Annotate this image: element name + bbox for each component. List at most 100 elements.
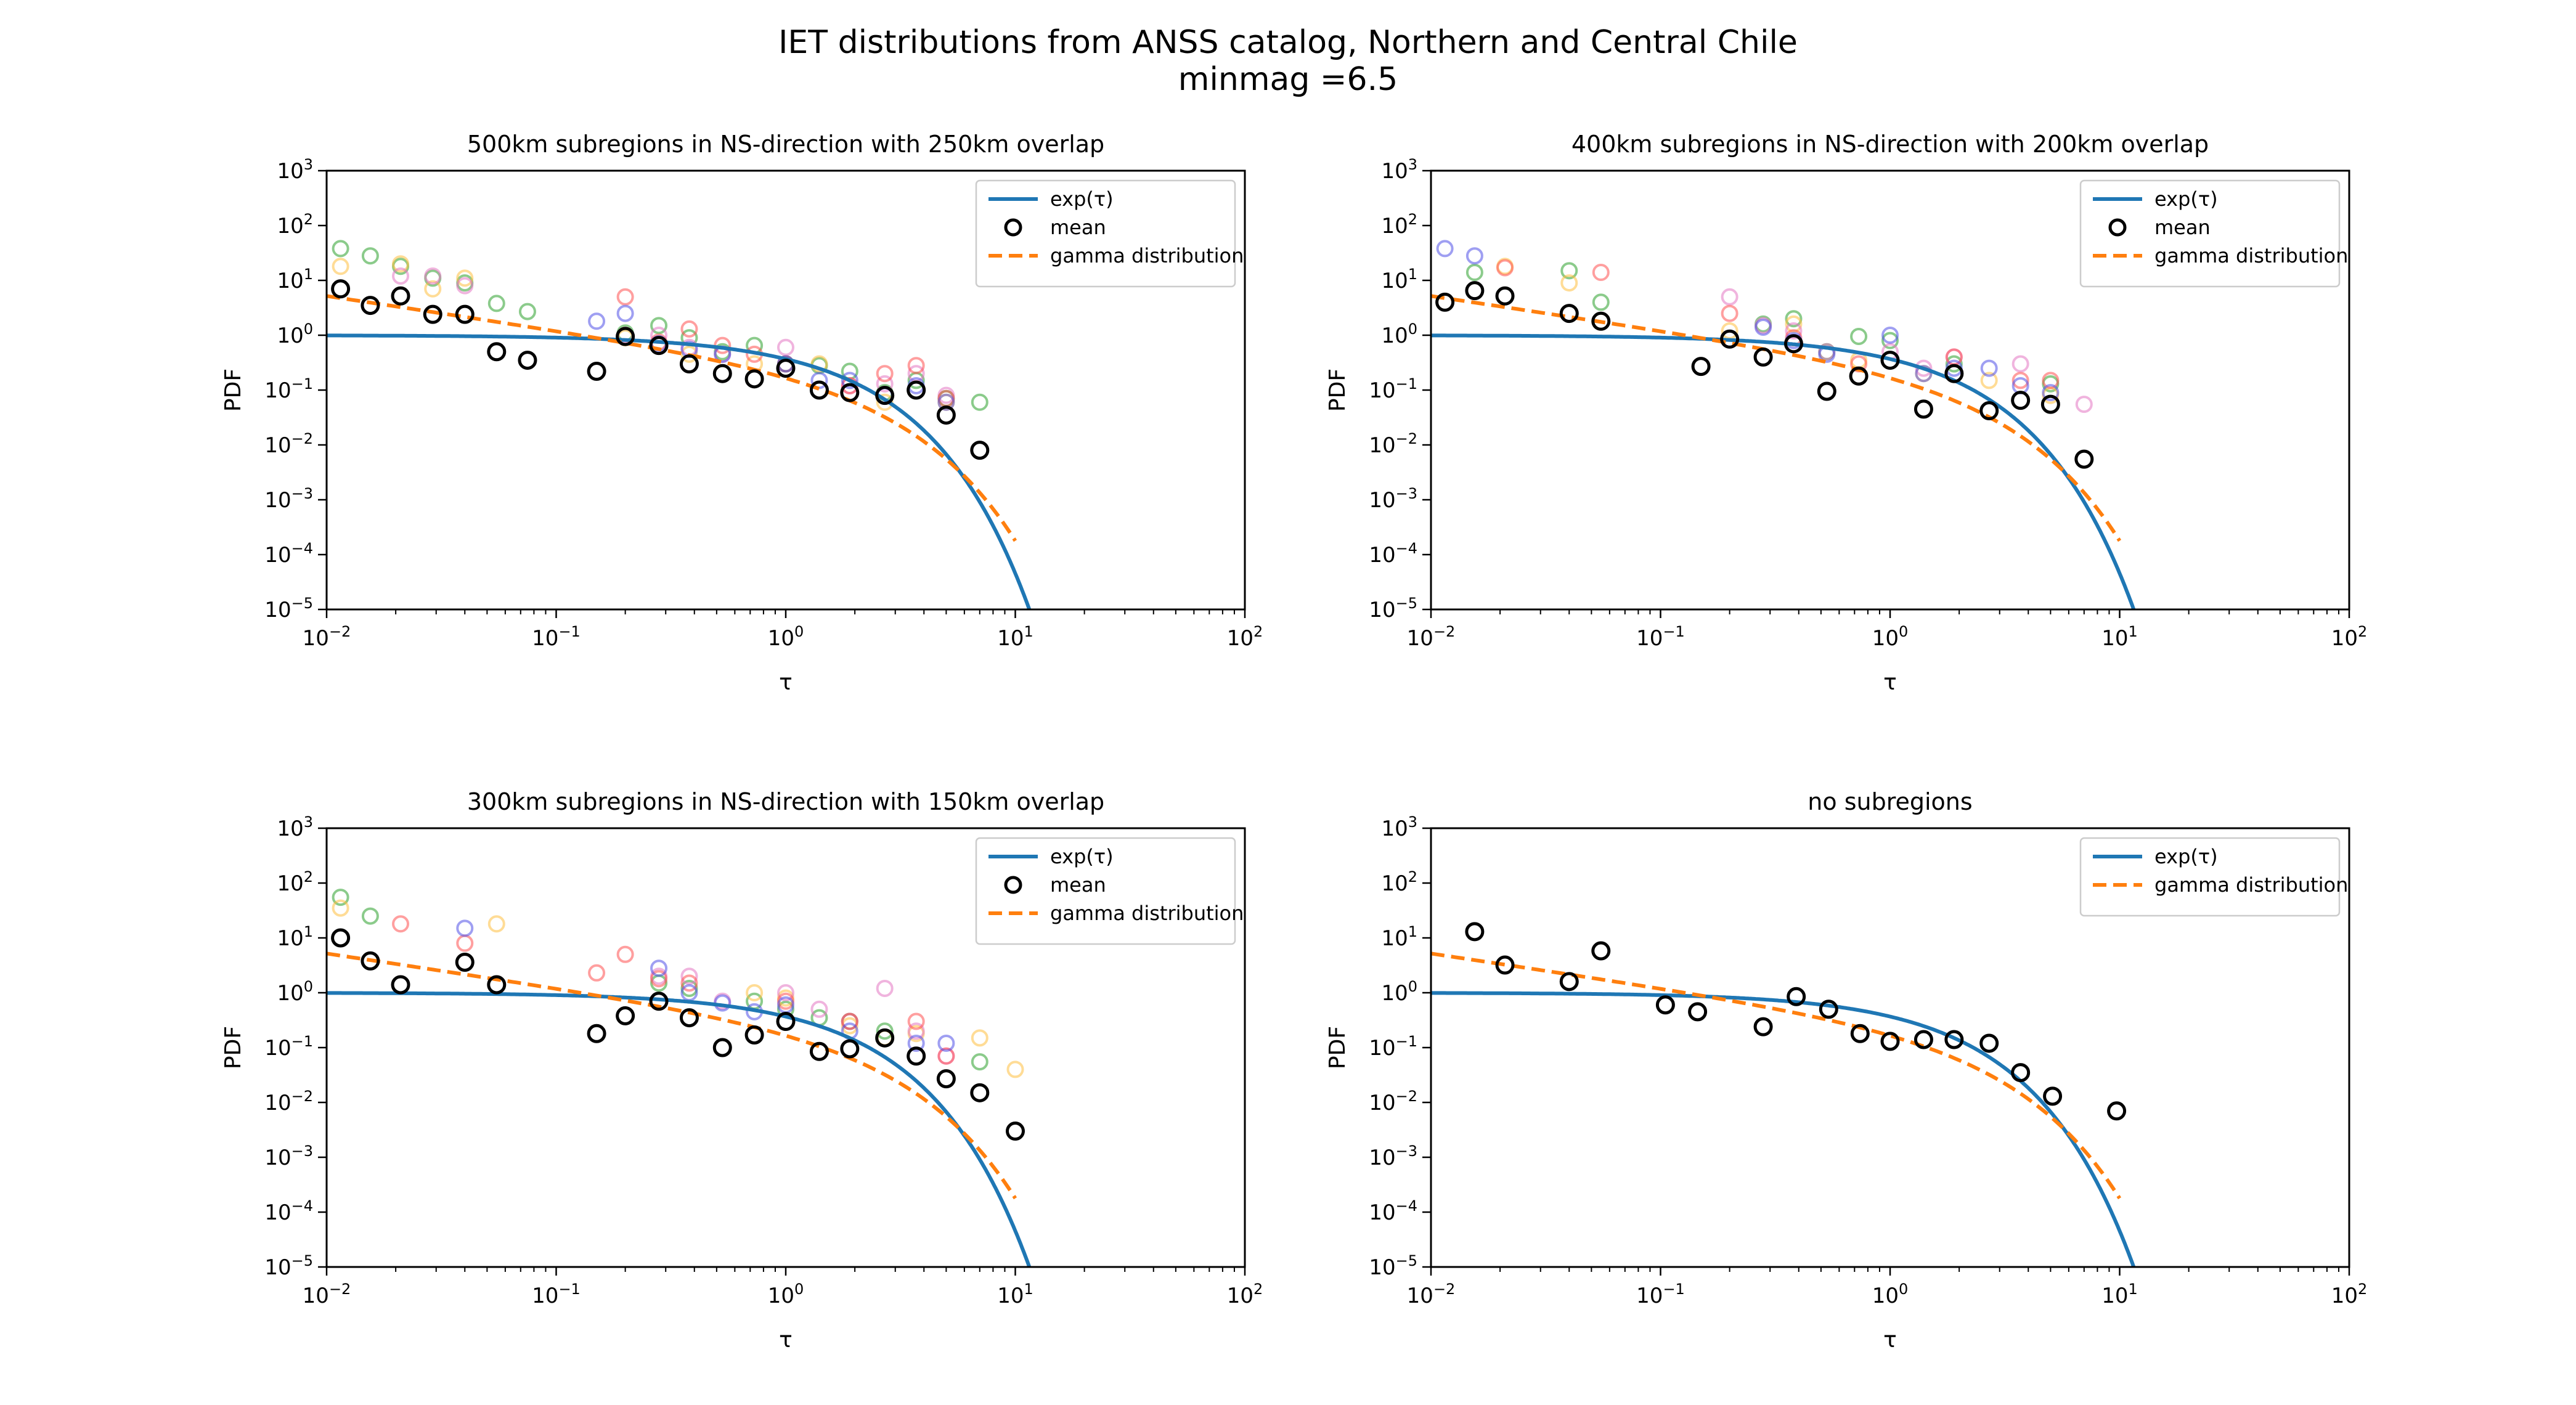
legend-label: gamma distribution xyxy=(1050,902,1244,925)
subregion-point xyxy=(2042,372,2060,389)
mean-point xyxy=(936,405,956,425)
x-axis-label: τ xyxy=(779,670,793,695)
subregion-point xyxy=(1881,332,1899,349)
subregion-point xyxy=(777,338,794,356)
subregion-point xyxy=(650,959,668,977)
mean-point xyxy=(1783,334,1803,354)
legend-mean-marker xyxy=(2108,218,2127,237)
tick-label: 100 xyxy=(277,978,313,1006)
subregion-point xyxy=(1881,327,1899,344)
subregion-point xyxy=(680,967,698,985)
legend-box xyxy=(975,179,1236,288)
subregion-point xyxy=(777,984,794,1001)
mean-point xyxy=(970,1083,990,1102)
gamma-curve xyxy=(327,951,1017,1200)
tick-label: 10−4 xyxy=(1369,540,1417,568)
mean-point xyxy=(840,383,860,402)
mean-point xyxy=(1591,941,1611,961)
tick-label: 10−1 xyxy=(1369,1033,1417,1061)
tick-label: 10−5 xyxy=(264,595,313,622)
mean-point xyxy=(679,1008,699,1028)
subregion-point xyxy=(1592,293,1610,311)
subregion-point xyxy=(937,1047,955,1065)
tick-label: 10−2 xyxy=(1369,430,1417,458)
subregion-point xyxy=(1980,372,1998,389)
mean-point xyxy=(1495,955,1515,975)
subregion-point xyxy=(588,312,606,330)
subregion-point xyxy=(1850,327,1868,345)
subregion-point xyxy=(907,1034,925,1052)
subregion-point xyxy=(2011,355,2029,373)
exp-curve xyxy=(1431,991,2135,1267)
mean-point xyxy=(1914,399,1933,419)
plot-area xyxy=(1431,922,2135,1267)
tick-label: 10−1 xyxy=(1636,623,1685,651)
mean-point xyxy=(2011,391,2031,410)
mean-point xyxy=(2107,1101,2127,1121)
subregion-point xyxy=(456,919,474,937)
tick-label: 102 xyxy=(1381,211,1417,238)
tick-label: 10−1 xyxy=(532,1281,581,1308)
subregion-point xyxy=(907,1012,925,1030)
subregion-point xyxy=(616,304,634,322)
subregion-point xyxy=(2075,396,2093,413)
tick-label: 10−1 xyxy=(532,623,581,651)
legend: exp(τ) mean gamma distribution xyxy=(2079,179,2348,288)
mean-point xyxy=(776,1012,796,1032)
mean-point xyxy=(391,975,410,995)
subregion-point xyxy=(361,247,379,265)
mean-point xyxy=(936,1069,956,1089)
mean-point xyxy=(1817,381,1836,401)
plot-area xyxy=(327,240,1031,609)
legend-mean-marker xyxy=(1004,218,1022,237)
subregion-point xyxy=(424,280,442,298)
subregion-point xyxy=(616,945,634,963)
subregion-point xyxy=(841,1012,858,1030)
tick-label: 102 xyxy=(2331,1281,2368,1308)
mean-point xyxy=(744,1025,764,1045)
mean-point xyxy=(1850,1024,1870,1043)
tick-label: 10−4 xyxy=(264,540,313,568)
tick-label: 101 xyxy=(2101,1281,2138,1308)
legend-label: gamma distribution xyxy=(2154,244,2348,267)
mean-point xyxy=(361,296,380,316)
tick-label: 10−2 xyxy=(1369,1088,1417,1115)
subregion-point xyxy=(876,365,894,383)
subregion-point xyxy=(1436,240,1454,258)
mean-point xyxy=(1006,1122,1025,1141)
subregion-point xyxy=(907,1022,925,1040)
legend-label: exp(τ) xyxy=(2154,845,2218,868)
legend-label: exp(τ) xyxy=(1050,845,1114,868)
tick-label: 101 xyxy=(997,1281,1033,1308)
subregion-point xyxy=(1915,365,1933,383)
mean-point xyxy=(1465,922,1485,942)
mean-point xyxy=(1435,292,1455,312)
subregion-point xyxy=(332,889,349,906)
y-axis-label: PDF xyxy=(1325,1026,1350,1069)
subregion-point xyxy=(456,269,474,287)
legend-box xyxy=(975,837,1236,945)
y-axis-label: PDF xyxy=(221,1026,246,1069)
y-axis-label: PDF xyxy=(1325,369,1350,412)
tick-label: 100 xyxy=(1381,320,1417,348)
legend: exp(τ) mean gamma distribution xyxy=(975,837,1244,945)
mean-point xyxy=(1591,311,1611,331)
tick-label: 101 xyxy=(277,266,313,293)
mean-point xyxy=(2011,1063,2031,1083)
mean-point xyxy=(1465,281,1485,301)
subregion-point xyxy=(1915,359,1933,377)
subregion-point xyxy=(487,915,505,933)
tick-label: 103 xyxy=(1381,813,1417,841)
tick-label: 10−3 xyxy=(1369,1142,1417,1170)
subregion-point xyxy=(680,345,698,363)
subregion-point xyxy=(1592,263,1610,281)
figure-title-line1: IET distributions from ANSS catalog, Nor… xyxy=(778,24,1798,61)
subregion-point xyxy=(876,1022,894,1040)
subregion-point xyxy=(876,979,894,997)
figure-title-line2: minmag =6.5 xyxy=(1178,61,1398,98)
subregion-point xyxy=(746,984,764,1001)
tick-label: 10−2 xyxy=(264,1088,313,1115)
subregion-point xyxy=(1785,310,1803,328)
subregion-point xyxy=(332,258,349,275)
